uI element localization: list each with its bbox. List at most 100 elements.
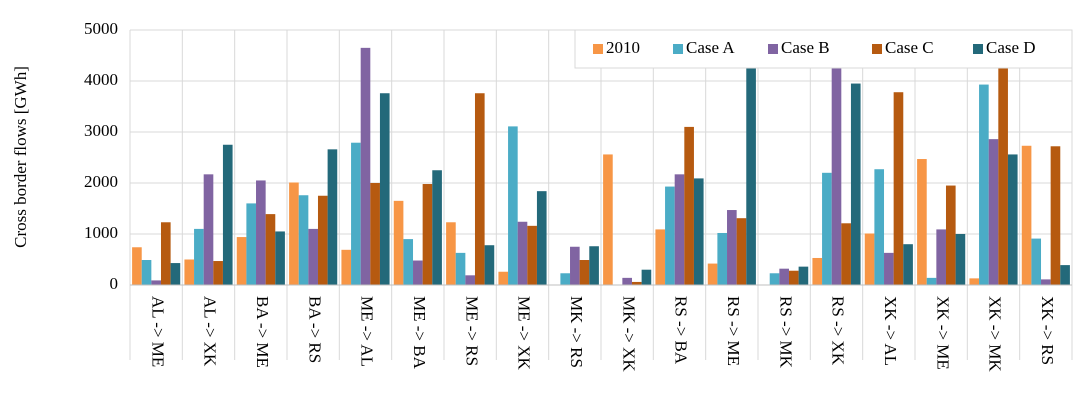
bar <box>955 234 966 285</box>
x-tick-label: XK -> AL <box>881 296 900 366</box>
bar <box>1041 279 1051 285</box>
bar <box>864 233 875 285</box>
x-tick-label: RS -> XK <box>829 296 848 366</box>
x-tick-label: MK -> RS <box>567 296 586 368</box>
bar <box>560 273 571 285</box>
bar <box>360 47 371 285</box>
bar <box>1031 238 1042 285</box>
bar <box>498 271 509 285</box>
legend-swatch <box>673 44 683 54</box>
bar <box>917 159 927 285</box>
bar <box>474 93 485 286</box>
bar <box>693 178 704 285</box>
bar <box>265 214 276 285</box>
bar <box>903 244 913 285</box>
bar <box>884 252 894 285</box>
bar <box>432 170 442 285</box>
bar <box>622 277 632 285</box>
bar <box>132 247 142 285</box>
y-tick-label: 4000 <box>84 70 118 89</box>
bar <box>589 246 599 285</box>
bar <box>527 225 537 285</box>
bar <box>246 203 257 285</box>
bar <box>341 249 352 285</box>
bar <box>327 149 338 285</box>
bar <box>141 260 152 285</box>
bar <box>579 260 590 285</box>
legend-label: Case C <box>885 38 934 57</box>
bar <box>289 182 299 285</box>
x-tick-label: AL -> ME <box>148 296 167 367</box>
bar <box>603 154 613 285</box>
bar <box>184 259 195 285</box>
bar <box>317 195 328 285</box>
legend-box <box>574 29 1073 69</box>
legend-label: Case D <box>986 38 1036 57</box>
bar <box>351 142 361 285</box>
bar <box>850 83 861 285</box>
bar <box>841 223 851 285</box>
y-tick-label: 0 <box>110 274 119 293</box>
bar <box>403 239 414 285</box>
bar <box>874 169 885 285</box>
x-tick-label: ME -> AL <box>358 296 377 367</box>
bar <box>979 84 989 285</box>
bar <box>484 245 495 285</box>
legend-swatch <box>973 44 983 54</box>
bar <box>746 60 756 285</box>
bar <box>798 266 809 285</box>
legend-swatch <box>872 44 882 54</box>
bar <box>446 222 456 285</box>
bar <box>508 126 518 285</box>
bar <box>1021 145 1032 285</box>
bar <box>1060 265 1070 285</box>
x-tick-label: RS -> BA <box>672 296 691 365</box>
bar <box>203 174 214 285</box>
bar <box>517 221 528 285</box>
bar <box>213 261 223 285</box>
bar <box>736 218 747 285</box>
x-tick-label: XK -> ME <box>933 296 952 370</box>
bar <box>631 281 642 285</box>
bar <box>707 263 718 285</box>
legend-label: 2010 <box>606 38 640 57</box>
x-tick-label: BA -> ME <box>253 296 272 368</box>
legend-label: Case B <box>781 38 830 57</box>
bar <box>308 228 318 285</box>
bar <box>465 275 475 285</box>
bar <box>536 191 547 285</box>
bar <box>160 222 171 285</box>
bar <box>194 228 204 285</box>
y-tick-label: 3000 <box>84 121 118 140</box>
x-tick-label: BA -> RS <box>305 296 324 363</box>
bar <box>1050 146 1061 285</box>
x-tick-label: ME -> RS <box>462 296 481 366</box>
bar <box>674 174 685 285</box>
bar <box>727 210 737 285</box>
y-tick-label: 2000 <box>84 172 118 191</box>
bar <box>998 65 1008 285</box>
bar <box>779 268 789 285</box>
x-tick-label: ME -> BA <box>410 296 429 370</box>
bar <box>969 278 980 285</box>
bar <box>256 180 266 285</box>
legend-label: Case A <box>686 38 735 57</box>
bar <box>641 269 652 285</box>
bar <box>455 252 466 285</box>
x-tick-label: RS -> ME <box>724 296 743 366</box>
bar <box>812 257 823 285</box>
bar <box>379 93 390 286</box>
bar <box>988 139 999 285</box>
bar <box>370 183 380 285</box>
bar <box>393 200 404 285</box>
bar <box>831 65 842 285</box>
bar <box>422 184 433 285</box>
bar <box>893 92 904 285</box>
bar <box>945 185 956 285</box>
bar <box>717 232 728 285</box>
y-tick-label: 1000 <box>84 223 118 242</box>
bar <box>570 246 580 285</box>
y-axis-label: Cross border flows [GWh] <box>11 66 30 248</box>
bar <box>788 270 799 285</box>
